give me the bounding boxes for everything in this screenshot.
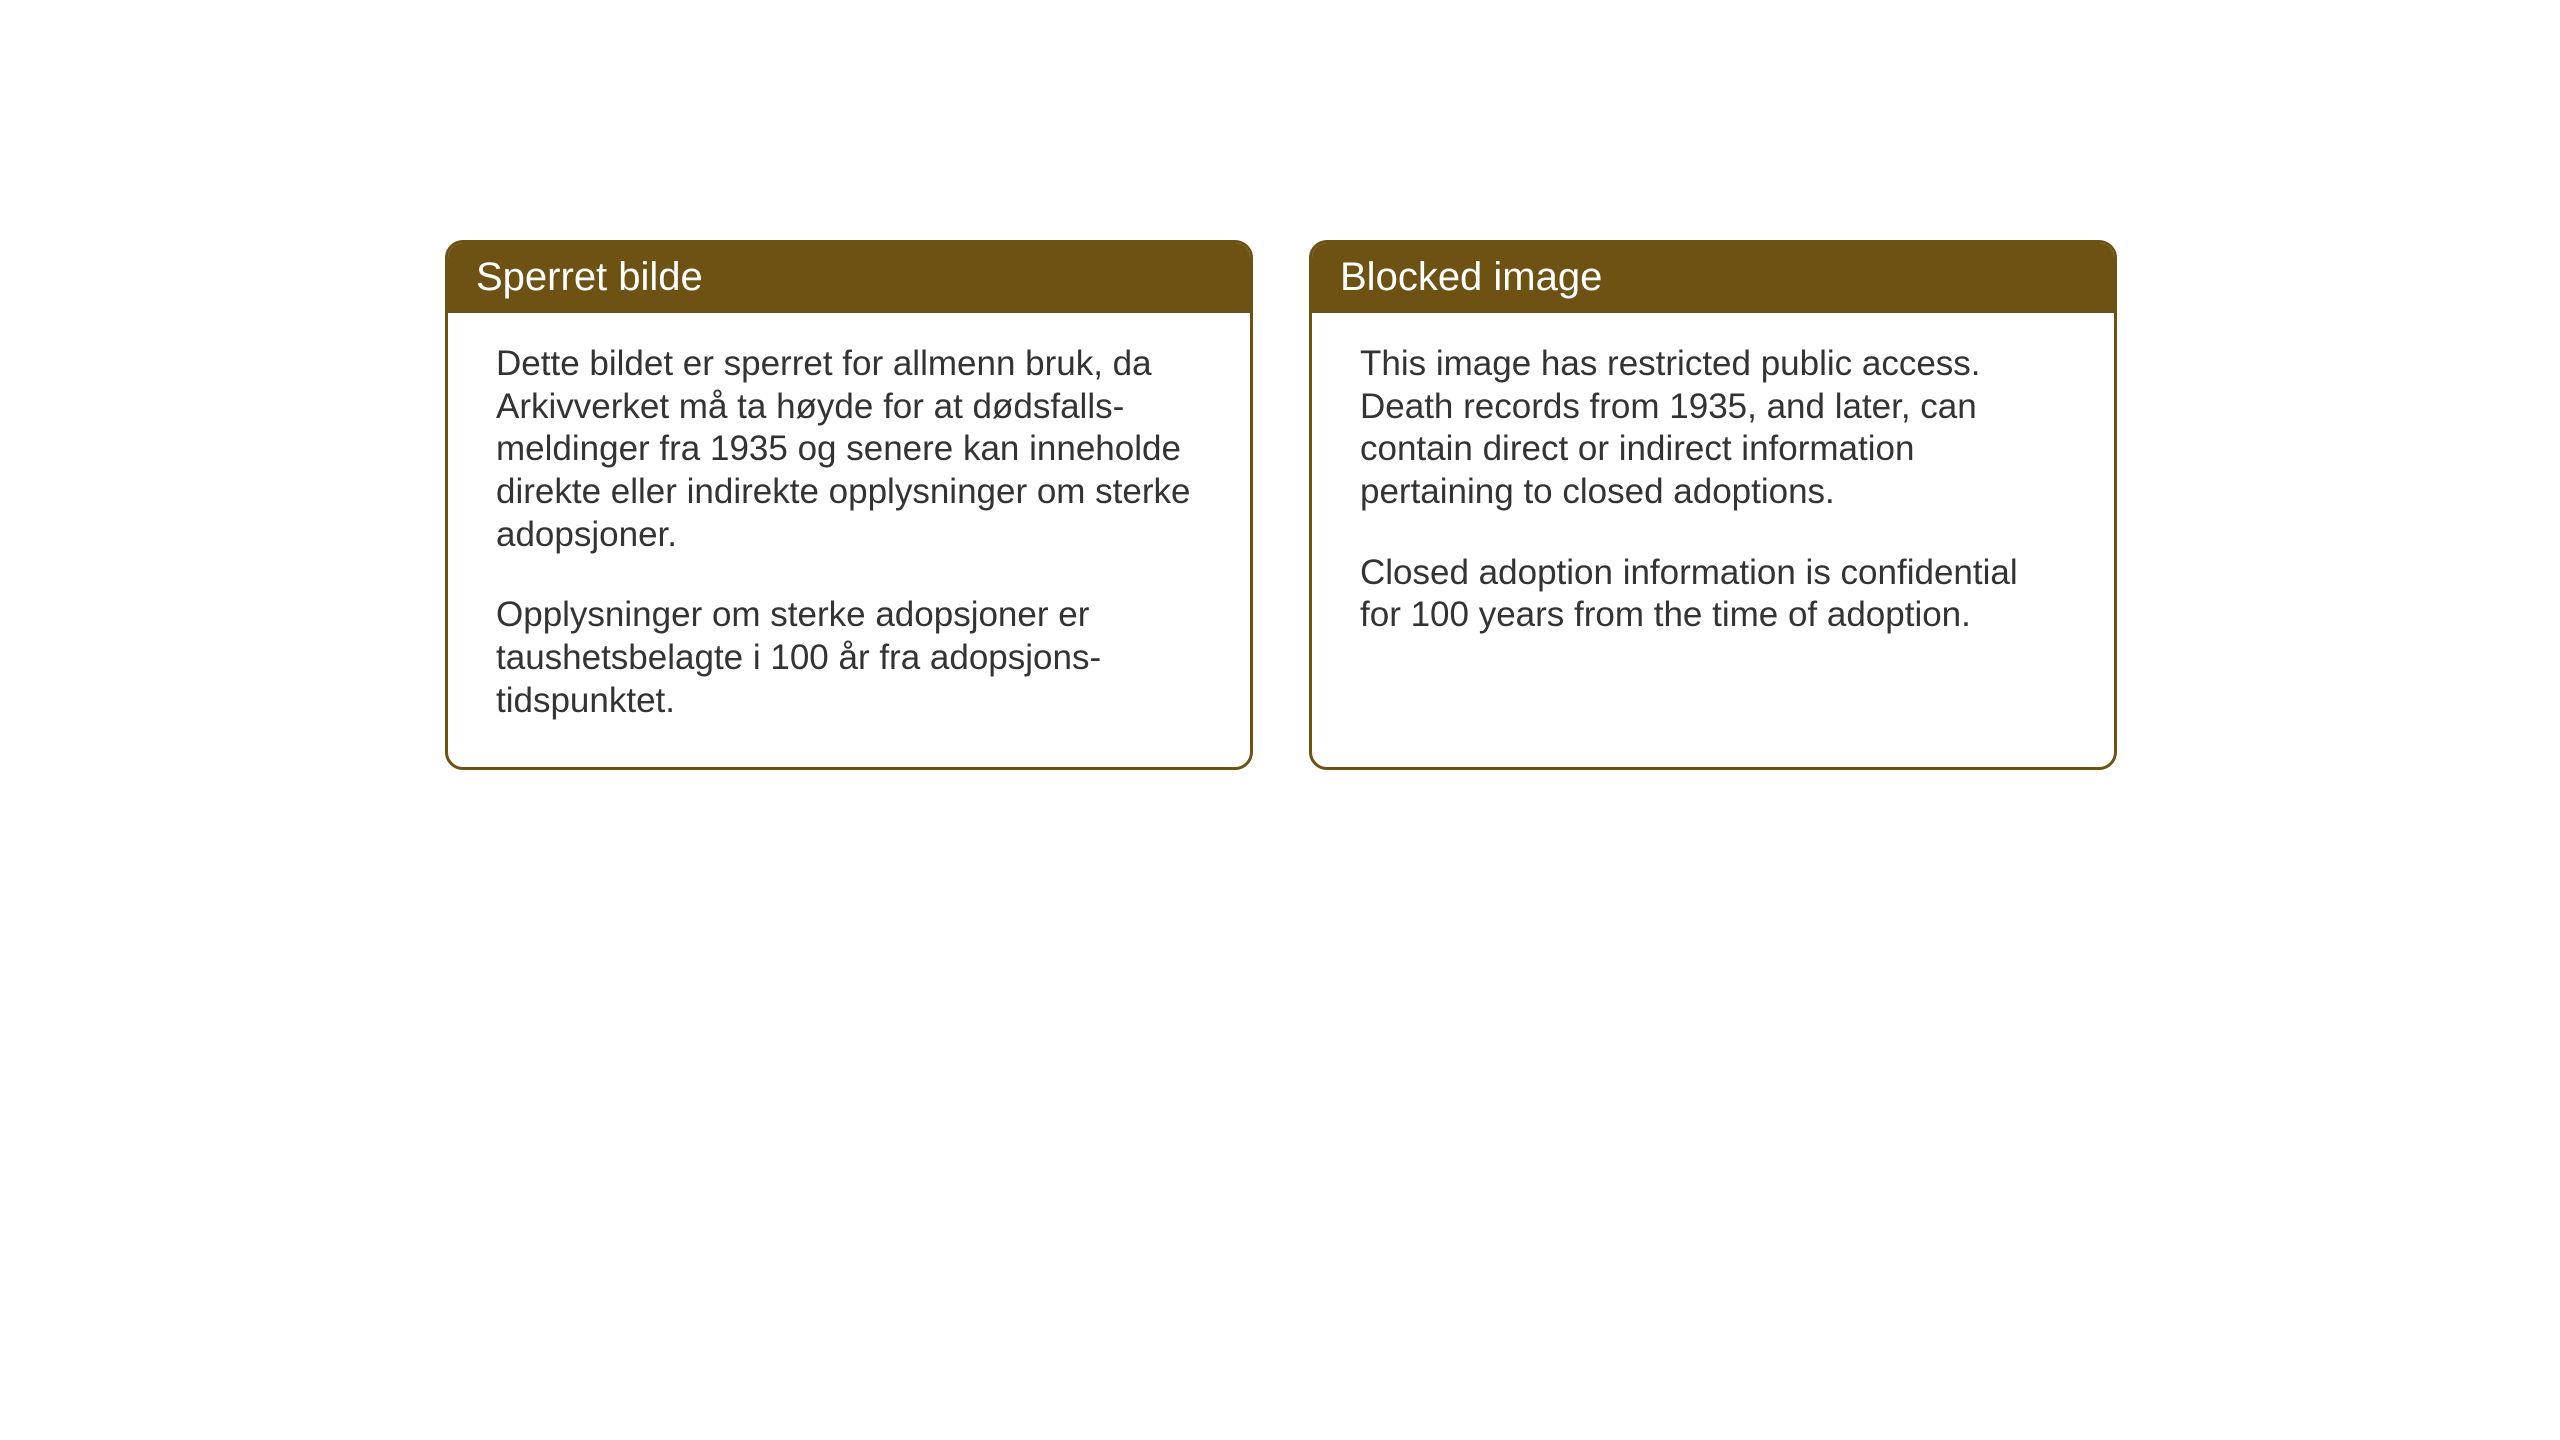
notice-text-norwegian-p2: Opplysninger om sterke adopsjoner er tau… (496, 594, 1202, 722)
notice-text-norwegian-p1: Dette bildet er sperret for allmenn bruk… (496, 343, 1202, 556)
notice-cards-container: Sperret bilde Dette bildet er sperret fo… (445, 240, 2117, 770)
card-body-english: This image has restricted public access.… (1312, 313, 2114, 681)
notice-card-norwegian: Sperret bilde Dette bildet er sperret fo… (445, 240, 1253, 770)
card-header-norwegian: Sperret bilde (448, 243, 1250, 313)
card-header-english: Blocked image (1312, 243, 2114, 313)
card-body-norwegian: Dette bildet er sperret for allmenn bruk… (448, 313, 1250, 767)
notice-text-english-p2: Closed adoption information is confident… (1360, 552, 2066, 637)
notice-card-english: Blocked image This image has restricted … (1309, 240, 2117, 770)
notice-text-english-p1: This image has restricted public access.… (1360, 343, 2066, 514)
